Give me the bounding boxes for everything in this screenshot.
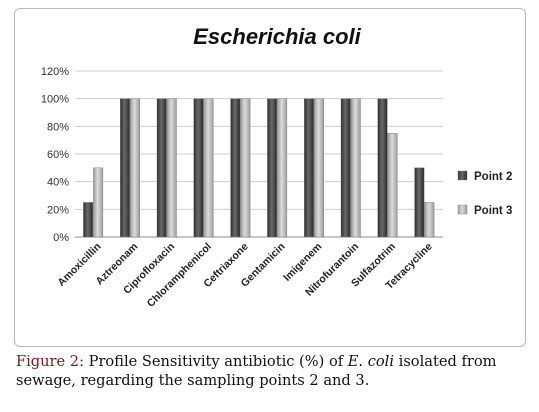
bar-point-2 [267, 98, 278, 238]
y-tick-label: 100% [41, 94, 69, 106]
bar-point-2 [304, 98, 314, 238]
legend-swatch [457, 204, 468, 215]
caption-species: E. coli [347, 353, 395, 370]
bar-point-3 [203, 98, 214, 238]
bar-point-2 [340, 98, 351, 238]
bar-point-3 [129, 98, 140, 238]
y-axis-ticks: 0% 20% 40% 60% 80% 100% 120% [41, 66, 69, 244]
bar-point-3 [314, 98, 324, 238]
figure-caption: Figure 2: Profile Sensitivity antibiotic… [16, 352, 536, 390]
y-tick-label: 40% [47, 177, 69, 189]
legend: Point 2 Point 3 [457, 170, 512, 217]
bar-point-3 [166, 98, 177, 238]
bar-point-3 [93, 167, 104, 238]
x-axis-ticks: AmoxicillinAztreonamCiprofloxacinChloram… [55, 241, 434, 310]
bars [83, 98, 435, 238]
figure-label: Figure 2: [16, 353, 84, 370]
bar-chart: Escherichia coli 0%20%40%60%80%100%120% … [41, 24, 512, 310]
chart-title: Escherichia coli [193, 24, 361, 49]
caption-text-2: isolated from sewage, regarding the samp… [16, 353, 497, 389]
bar-point-2 [230, 98, 241, 238]
bar-point-3 [240, 98, 251, 238]
y-tick-label: 20% [47, 204, 69, 216]
y-tick-label: 80% [47, 121, 69, 133]
y-tick-label: 120% [41, 66, 69, 78]
legend-label: Point 3 [474, 205, 512, 217]
y-tick-label: 0% [53, 232, 69, 244]
legend-swatch [457, 170, 468, 181]
bar-point-2 [414, 167, 425, 238]
bar-point-2 [156, 98, 167, 238]
bar-point-3 [350, 98, 361, 238]
bar-point-2 [83, 202, 94, 238]
x-tick-label: Chloramphenicol [145, 241, 214, 310]
bar-point-3 [424, 202, 435, 238]
bar-point-2 [193, 98, 204, 238]
y-tick-label: 60% [47, 149, 69, 161]
bar-point-2 [377, 98, 388, 238]
bar-point-3 [277, 98, 288, 238]
chart-area: Escherichia coli 0% 20% 40% 60% 80% 100% 120% … [14, 8, 526, 347]
legend-label: Point 2 [474, 171, 512, 183]
bar-point-3 [387, 133, 398, 238]
bar-point-2 [119, 98, 130, 238]
caption-text-1: Profile Sensitivity antibiotic (%) of [84, 353, 348, 370]
